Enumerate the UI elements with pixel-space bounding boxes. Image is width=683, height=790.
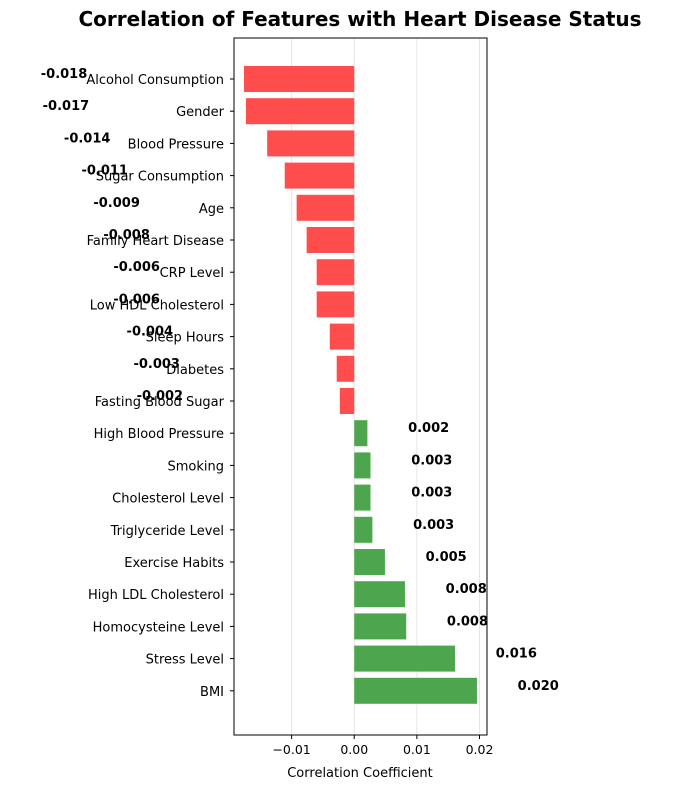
value-label-15: 0.005 [426,550,467,565]
bar-homocysteine-level [354,613,407,640]
bar-alcohol-consumption [244,66,355,92]
category-label-10: Fasting Blood Sugar [95,395,225,410]
value-label-12: 0.003 [411,453,452,468]
bar-bmi [354,677,477,704]
value-label-0: -0.018 [41,67,88,82]
category-label-9: Diabetes [166,363,224,378]
category-label-16: High LDL Cholesterol [88,588,224,603]
bar-smoking [354,452,371,479]
x-tick-label-1: 0.00 [340,742,368,757]
category-label-2: Blood Pressure [128,137,224,152]
value-label-14: 0.003 [413,518,454,533]
value-label-1: -0.017 [43,99,90,114]
bar-sugar-consumption [284,162,355,189]
x-tick-label-0: −0.01 [272,742,310,757]
bar-blood-pressure [267,130,355,157]
value-label-2: -0.014 [64,131,111,146]
category-label-11: High Blood Pressure [94,427,224,442]
category-label-7: Low HDL Cholesterol [90,298,224,313]
value-label-10: -0.002 [137,389,184,404]
bar-high-ldl-cholesterol [354,581,405,608]
value-label-4: -0.009 [93,196,140,211]
value-label-19: 0.020 [518,679,559,694]
bar-low-hdl-cholesterol [316,291,355,318]
bar-crp-level [316,259,355,286]
bar-triglyceride-level [354,516,373,543]
value-label-18: 0.016 [496,647,537,662]
category-label-5: Family Heart Disease [87,234,224,249]
value-label-9: -0.003 [133,357,180,372]
category-label-14: Triglyceride Level [110,524,224,539]
value-label-13: 0.003 [411,486,452,501]
category-label-8: Sleep Hours [146,331,225,346]
bar-high-blood-pressure [354,420,368,447]
category-label-15: Exercise Habits [124,556,224,571]
bar-diabetes [336,355,355,382]
value-label-7: -0.006 [113,292,160,307]
bar-family-heart-disease [306,227,355,253]
plot-frame [233,37,488,736]
bar-exercise-habits [354,549,385,575]
value-labels: -0.018 -0.017 -0.014 -0.011 -0.009 -0.008 -0.0… [41,67,559,694]
value-label-8: -0.004 [127,325,174,340]
category-label-3: Sugar Consumption [96,170,224,185]
x-axis-label: Correlation Coefficient [287,766,433,781]
category-label-12: Smoking [167,459,224,474]
bar-cholesterol-level [354,484,371,511]
x-tick-label-2: 0.01 [403,742,431,757]
value-label-17: 0.008 [447,614,488,629]
category-label-13: Cholesterol Level [112,492,224,507]
bars [244,66,477,704]
bar-sleep-hours [329,323,355,350]
bar-gender [245,98,355,125]
value-label-11: 0.002 [408,421,449,436]
chart-title: Correlation of Features with Heart Disea… [78,7,641,31]
category-label-17: Homocysteine Level [93,620,224,635]
category-label-4: Age [199,202,224,217]
bar-age [296,194,355,221]
category-label-1: Gender [176,105,225,120]
value-label-16: 0.008 [446,582,487,597]
y-axis-ticks: Alcohol Consumption Gender Blood Pressure S… [86,73,234,700]
value-label-3: -0.011 [81,164,128,179]
category-label-18: Stress Level [146,653,224,668]
category-label-6: CRP Level [160,266,224,281]
x-axis-ticks: −0.01 0.00 0.01 0.02 [272,735,493,757]
value-label-6: -0.006 [113,260,160,275]
value-label-5: -0.008 [103,228,150,243]
x-tick-label-3: 0.02 [466,742,494,757]
bar-stress-level [354,645,456,672]
category-label-19: BMI [200,685,224,700]
category-label-0: Alcohol Consumption [86,73,224,88]
bar-fasting-blood-sugar [339,388,355,414]
